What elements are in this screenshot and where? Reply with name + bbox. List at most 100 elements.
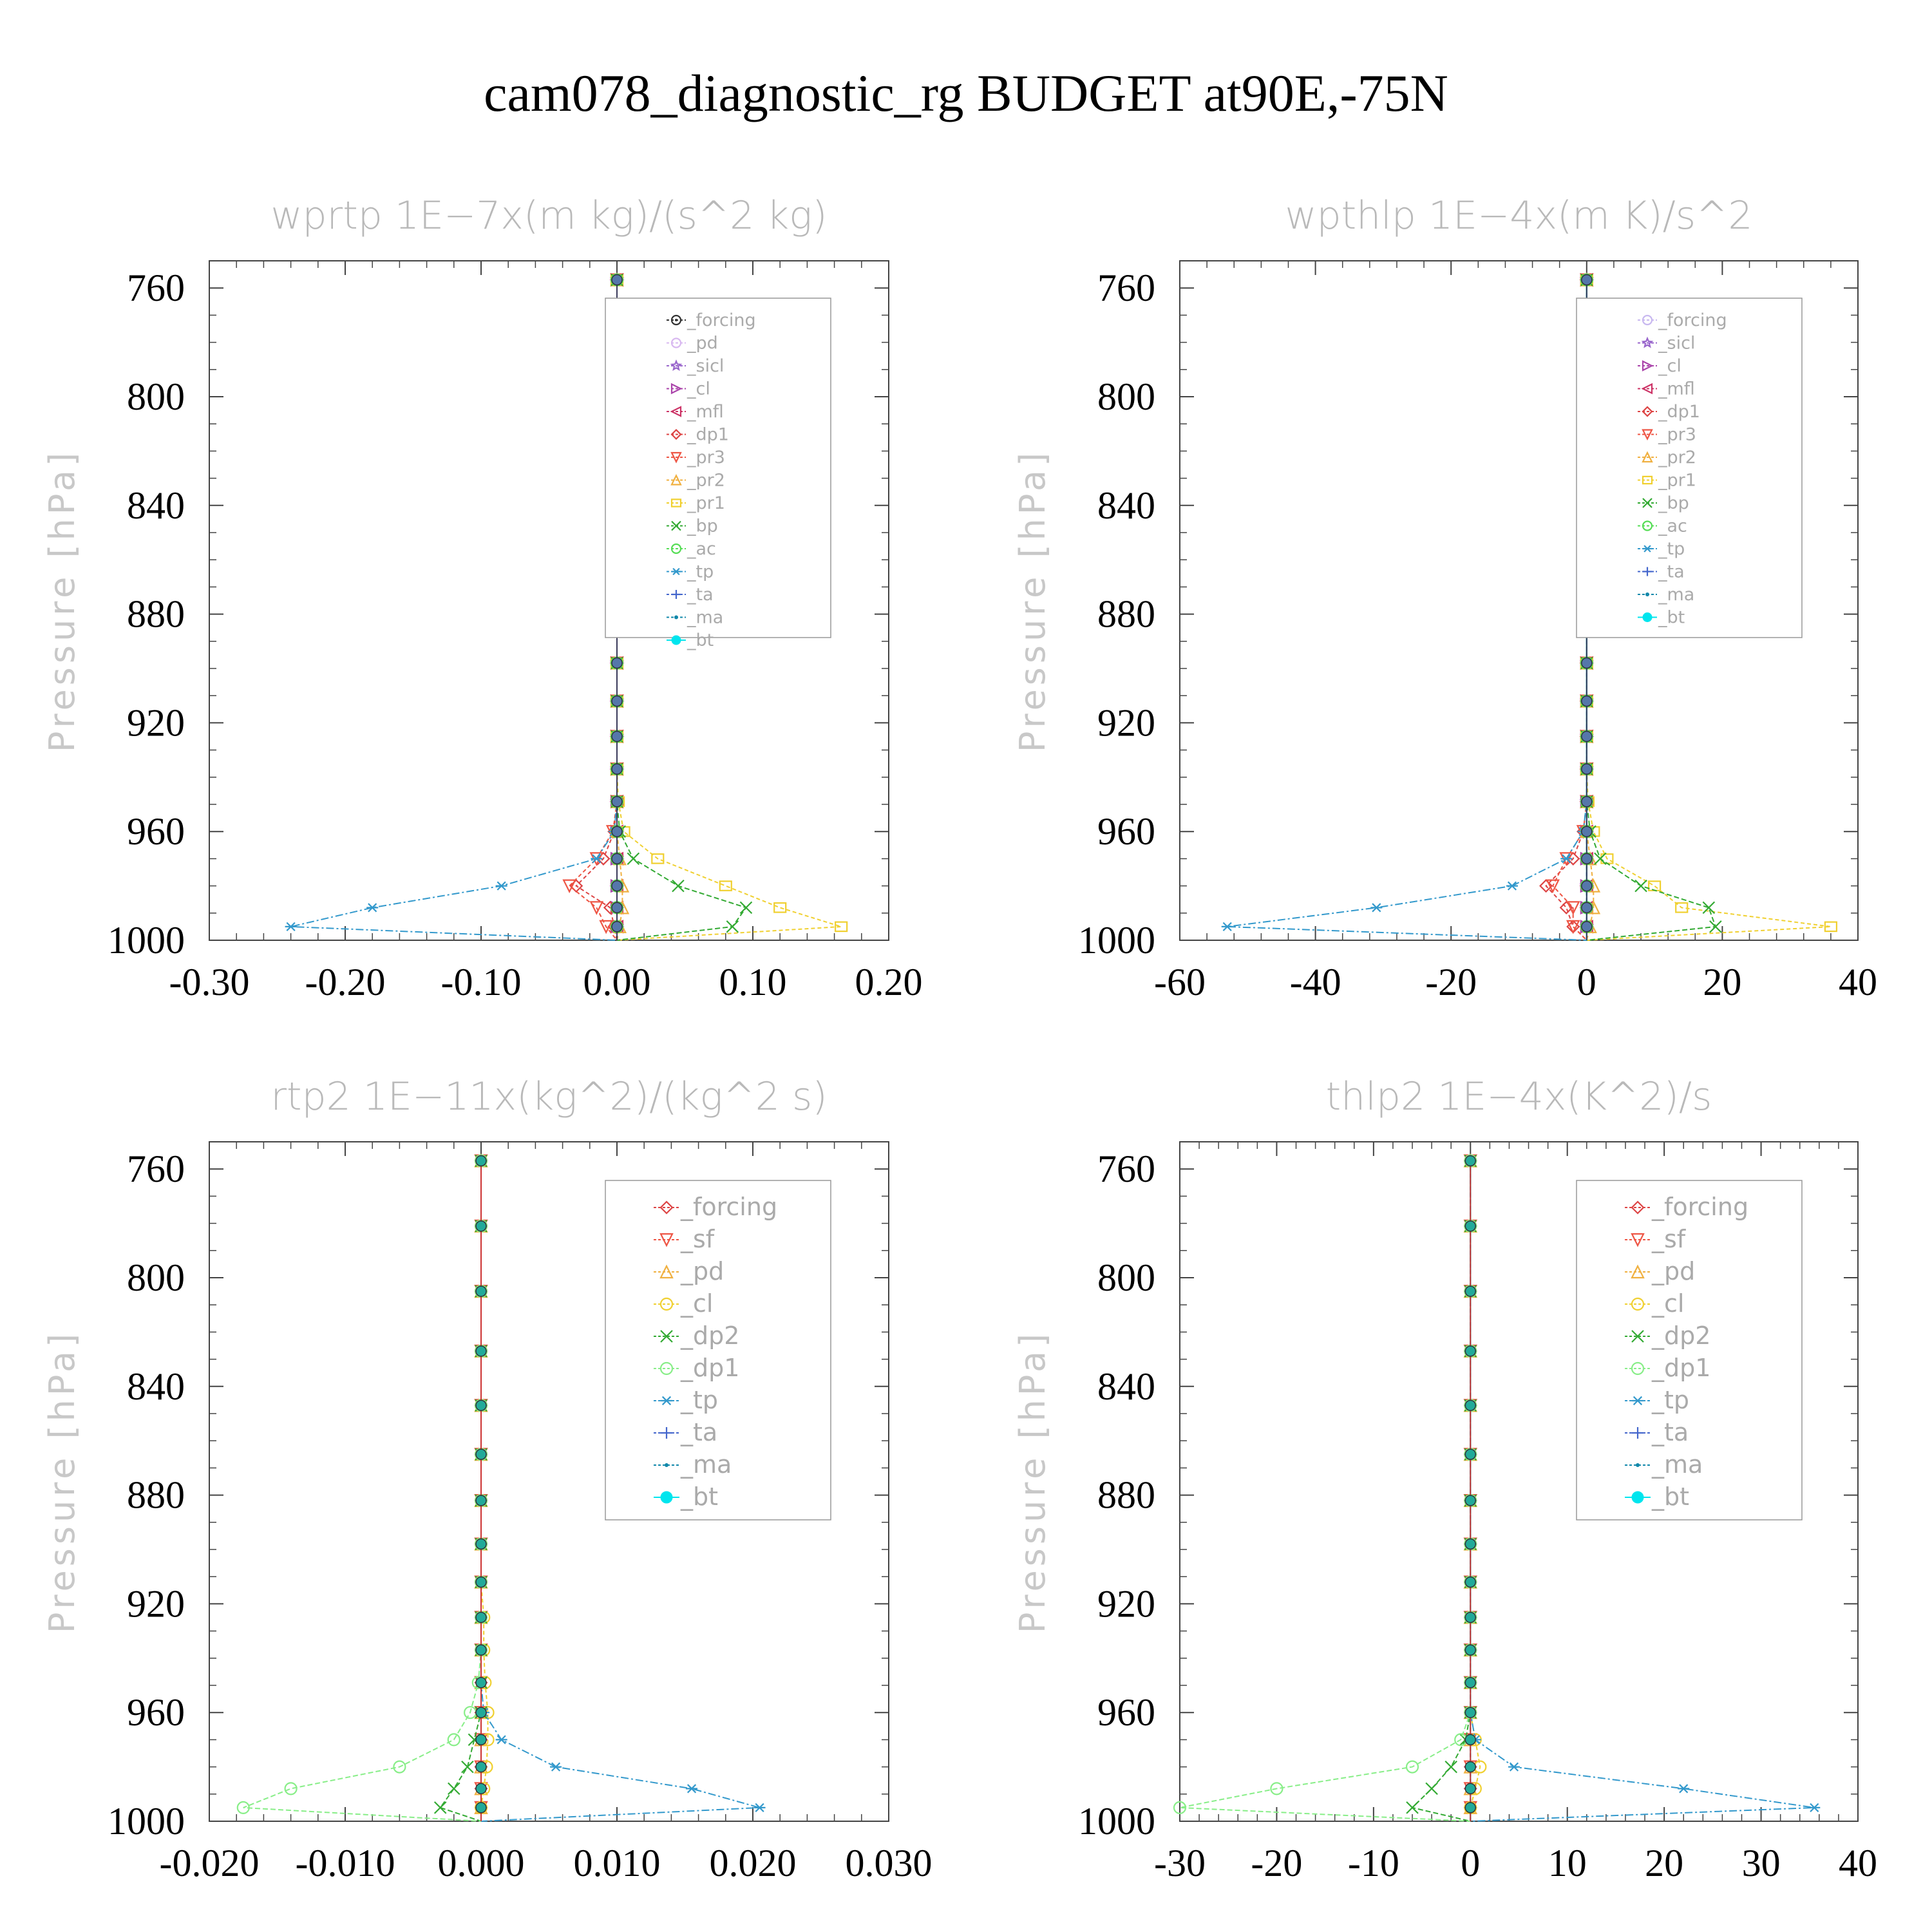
x-tick-label: 0: [1461, 1842, 1480, 1884]
legend-item-dp2: _dp2: [1625, 1321, 1710, 1350]
legend-marker: [665, 1463, 668, 1467]
legend-item-ma: _ma: [667, 608, 723, 628]
data-point: [739, 901, 753, 914]
data-point: [719, 880, 732, 891]
overlap-point: [1581, 921, 1593, 933]
data-point: [1709, 920, 1722, 933]
legend-item-dp1: _dp1: [1638, 402, 1700, 422]
panel-2: wpthlp 1E−4x(m K)/s^2 Pressure [hPa] -60 -4…: [1012, 193, 1877, 1003]
legend-marker: [670, 337, 682, 348]
panel-4: thlp2 1E−4x(K^2)/s Pressure [hPa] -30 -20 -1…: [1012, 1074, 1877, 1884]
series-dp2: [1406, 1154, 1477, 1822]
legend-label: _pd: [1651, 1257, 1695, 1285]
data-point: [1444, 1760, 1457, 1774]
y-tick-label: 920: [127, 1582, 185, 1625]
overlap-point: [1581, 763, 1593, 775]
data-point: [1173, 1801, 1187, 1814]
data-point: [1405, 1760, 1419, 1774]
x-tick-label: 40: [1839, 961, 1877, 1003]
overlap-point: [1464, 1576, 1477, 1588]
overlap-point: [1464, 1220, 1477, 1232]
figure-title: cam078_diagnostic_rg BUDGET at90E,-75N: [484, 64, 1448, 122]
legend-item-forcing: _forcing: [1625, 1193, 1748, 1221]
legend-item-ac: _ac: [667, 539, 716, 559]
data-point: [773, 902, 787, 913]
data-point: [753, 1803, 766, 1812]
legend-marker: [674, 615, 678, 620]
data-point: [1539, 879, 1553, 893]
data-point: [589, 901, 604, 915]
legend-item-mfl: _mfl: [1638, 379, 1695, 399]
data-point: [1425, 1782, 1438, 1795]
y-tick-label: 960: [127, 1691, 185, 1734]
legend-marker: [671, 520, 681, 531]
legend-marker: [1642, 520, 1653, 531]
data-point: [366, 903, 379, 913]
legend-marker: [670, 474, 682, 486]
overlap-point: [475, 1644, 487, 1656]
y-ticks: 760 800 840 880 920 960 1000: [1078, 1141, 1858, 1842]
legend-label: _ta: [1658, 562, 1685, 582]
x-tick-label: -20: [1425, 961, 1477, 1003]
legend-label: _pr2: [1658, 448, 1696, 468]
data-point: [1824, 921, 1837, 933]
x-tick-label: -0.010: [296, 1842, 395, 1884]
data-point: [1560, 854, 1573, 864]
y-tick-label: 920: [127, 701, 185, 744]
x-tick-label: 0.000: [438, 1842, 525, 1884]
data-point: [591, 854, 603, 864]
overlap-point: [1581, 796, 1593, 808]
y-tick-label: 800: [1097, 375, 1155, 418]
overlap-point: [475, 1220, 487, 1232]
overlap-point: [1464, 1761, 1477, 1773]
data-point: [1559, 900, 1573, 914]
legend-item-pr2: _pr2: [667, 471, 725, 491]
y-tick-label: 840: [1097, 1365, 1155, 1408]
series-line: [1470, 1160, 1481, 1821]
legend-label: _sf: [1651, 1225, 1687, 1253]
y-tick-label: 960: [127, 810, 185, 853]
legend-box: [1576, 298, 1803, 638]
legend-label: _ma: [1651, 1450, 1703, 1479]
overlap-point: [1464, 1734, 1477, 1746]
data-point: [285, 922, 297, 931]
legend-label: _pr3: [1658, 425, 1696, 445]
overlap-point: [611, 763, 623, 775]
x-tick-label: -0.020: [160, 1842, 260, 1884]
x-tick-label: 0.030: [846, 1842, 933, 1884]
data-point: [562, 879, 576, 894]
series-tp: [1221, 275, 1593, 941]
y-axis-label: Pressure [hPa]: [1012, 449, 1053, 752]
legend-item-cl: _cl: [1625, 1289, 1684, 1318]
legend-marker: [670, 406, 682, 417]
data-point: [1634, 879, 1647, 893]
legend-item-sf: _sf: [654, 1225, 715, 1253]
legend-marker: [670, 359, 683, 371]
x-ticks: -60 -40 -20 0 20 40: [1154, 261, 1877, 1003]
legend-marker: [1632, 1396, 1643, 1406]
y-axis-label: Pressure [hPa]: [42, 1330, 82, 1633]
data-point: [1270, 1782, 1283, 1795]
legend-label: _cl: [1658, 356, 1681, 376]
legend-item-pr3: _pr3: [667, 448, 725, 468]
y-tick-label: 800: [127, 375, 185, 418]
overlap-point: [1464, 1611, 1477, 1624]
data-point: [1370, 903, 1383, 913]
data-point: [726, 920, 739, 933]
legend-item-pr1: _pr1: [667, 493, 725, 513]
legend-marker: [672, 567, 681, 576]
legend-item-ta: _ta: [667, 585, 714, 605]
data-point: [1221, 922, 1233, 931]
overlap-point: [1464, 1448, 1477, 1461]
legend-item-pd: _pd: [667, 334, 718, 354]
x-tick-label: -0.30: [169, 961, 250, 1003]
legend-marker: [1631, 1200, 1645, 1215]
legend-marker: [1631, 1233, 1645, 1247]
legend-item-bt: _bt: [667, 630, 714, 650]
legend-item-ta: _ta: [654, 1418, 717, 1446]
overlap-point: [611, 695, 623, 707]
overlap-point: [1464, 1783, 1477, 1795]
legend-label: _cl: [680, 1289, 713, 1318]
legend-label: _pr1: [1658, 471, 1696, 491]
legend-label: _forcing: [680, 1193, 777, 1221]
